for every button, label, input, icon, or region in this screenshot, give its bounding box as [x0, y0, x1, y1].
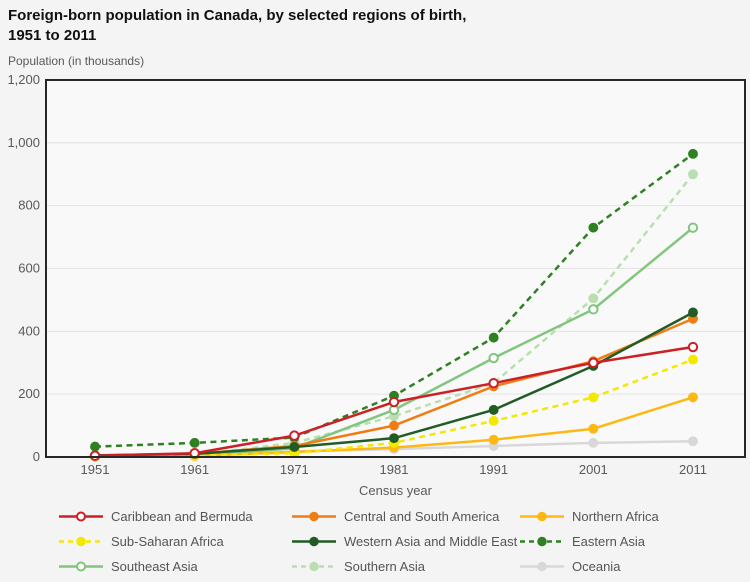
- x-tick-label: 1991: [479, 462, 508, 477]
- data-point: [588, 293, 599, 304]
- data-point: [688, 354, 698, 365]
- legend-label: Southeast Asia: [111, 559, 198, 574]
- x-axis-title: Census year: [359, 483, 433, 498]
- data-point: [588, 222, 599, 233]
- y-tick-label: 1,200: [7, 72, 40, 87]
- legend-swatch-icon: [292, 511, 336, 522]
- data-point: [588, 357, 599, 368]
- data-point: [289, 430, 300, 441]
- data-point: [588, 423, 599, 434]
- legend-item-northern-africa: Northern Africa: [519, 504, 746, 529]
- legend-label: Southern Asia: [344, 559, 425, 574]
- data-point: [389, 433, 399, 444]
- legend-label: Sub-Saharan Africa: [111, 534, 224, 549]
- legend-label: Central and South America: [344, 509, 500, 524]
- legend-swatch-icon: [292, 536, 336, 547]
- legend-swatch-icon: [520, 536, 564, 547]
- legend-swatch-icon: [292, 561, 336, 572]
- data-point: [488, 332, 499, 343]
- legend-label: Eastern Asia: [572, 534, 645, 549]
- data-point: [588, 437, 599, 448]
- x-tick-label: 1971: [280, 462, 309, 477]
- x-tick-label: 1961: [180, 462, 209, 477]
- legend-label: Oceania: [572, 559, 621, 574]
- chart-legend: Caribbean and Bermuda Central and South A…: [58, 504, 746, 579]
- x-tick-label: 2011: [679, 462, 707, 477]
- legend-item-eastern-asia: Eastern Asia: [519, 529, 746, 554]
- data-point: [688, 148, 698, 159]
- legend-swatch-icon: [59, 561, 103, 572]
- series-caribbean-and-bermuda: [89, 341, 699, 461]
- legend-swatch-icon: [520, 561, 564, 572]
- data-point: [687, 341, 699, 353]
- data-point: [389, 420, 399, 431]
- data-point: [488, 415, 499, 426]
- data-point: [588, 304, 599, 315]
- data-point: [488, 352, 499, 364]
- data-point: [90, 441, 100, 452]
- y-tick-label: 1,000: [7, 135, 40, 150]
- data-point: [688, 169, 698, 180]
- plot-border: [45, 79, 746, 458]
- data-point: [688, 392, 698, 403]
- y-tick-label: 0: [33, 449, 40, 464]
- legend-swatch-icon: [59, 511, 103, 522]
- legend-item-oceania: Oceania: [519, 554, 746, 579]
- y-tick-label: 600: [18, 261, 40, 276]
- data-point: [688, 307, 698, 318]
- x-tick-label: 1951: [81, 462, 110, 477]
- x-tick-label: 1981: [380, 462, 409, 477]
- data-point: [688, 436, 698, 447]
- chart-canvas: 0 200 400 600 800 1,000 1,200 1951 1961 1971 1981 1…: [7, 72, 746, 498]
- page-title: Foreign-born population in Canada, by se…: [8, 6, 466, 47]
- title-line-1: Foreign-born population in Canada, by se…: [8, 7, 467, 24]
- legend-label: Western Asia and Middle East: [344, 534, 518, 549]
- y-tick-label: 200: [18, 386, 40, 401]
- title-line-2: 1951 to 2011: [8, 27, 97, 45]
- legend-item-western-asia-and-middle-east: Western Asia and Middle East: [291, 529, 519, 554]
- legend-item-caribbean-and-bermuda: Caribbean and Bermuda: [58, 504, 291, 529]
- y-tick-label: 800: [18, 198, 40, 213]
- data-point: [289, 441, 300, 452]
- legend-item-southeast-asia: Southeast Asia: [58, 554, 291, 579]
- data-point: [488, 377, 499, 389]
- legend-label: Northern Africa: [572, 509, 659, 524]
- legend-item-southern-asia: Southern Asia: [291, 554, 519, 579]
- data-point: [89, 450, 101, 461]
- data-point: [687, 222, 699, 233]
- legend-swatch-icon: [520, 511, 564, 522]
- data-point: [189, 437, 200, 448]
- legend-label: Caribbean and Bermuda: [111, 509, 253, 524]
- y-axis-title: Population (in thousands): [8, 54, 145, 68]
- legend-swatch-icon: [59, 536, 103, 547]
- y-tick-label: 400: [18, 323, 40, 338]
- data-point: [488, 404, 499, 415]
- data-point: [388, 396, 400, 408]
- data-point: [488, 434, 499, 445]
- x-tick-label: 2001: [579, 462, 608, 477]
- data-point: [588, 392, 599, 403]
- legend-item-sub-saharan-africa: Sub-Saharan Africa: [58, 529, 291, 554]
- legend-item-central-and-south-america: Central and South America: [291, 504, 519, 529]
